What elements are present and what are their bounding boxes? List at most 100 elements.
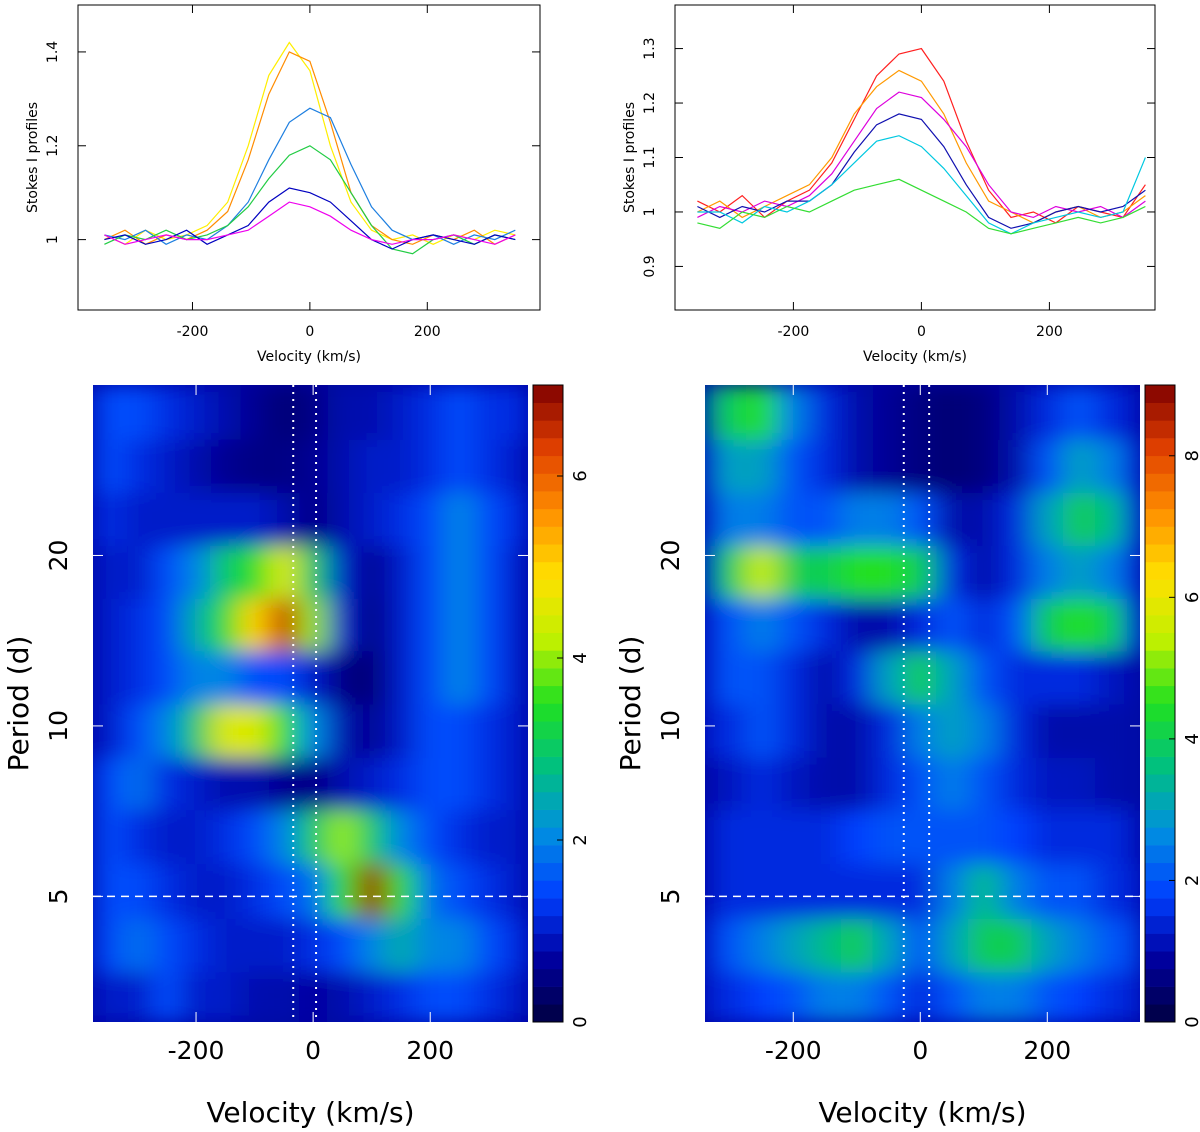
heatmap-cell bbox=[210, 863, 241, 919]
colorbar-step bbox=[533, 933, 563, 952]
heatmap-cell bbox=[239, 757, 270, 811]
heatmap-cell bbox=[298, 863, 329, 919]
colorbar-step bbox=[533, 968, 563, 987]
y-tick-label: 10 bbox=[44, 710, 73, 742]
colorbar-step bbox=[533, 703, 563, 722]
colorbar-step bbox=[533, 685, 563, 704]
colorbar-step bbox=[533, 632, 563, 651]
colorbar-step bbox=[533, 473, 563, 492]
colorbar-step bbox=[1145, 933, 1175, 952]
heatmap-cell bbox=[713, 757, 747, 811]
heatmap-cell bbox=[1063, 439, 1096, 493]
heatmap-cell bbox=[357, 439, 387, 493]
heatmap-cell bbox=[444, 918, 475, 973]
heatmap-cell bbox=[444, 863, 475, 919]
colorbar-step bbox=[533, 491, 563, 510]
heatmap-cell bbox=[444, 650, 475, 705]
heatmap-cell bbox=[1031, 863, 1064, 919]
heatmap-cell bbox=[122, 385, 153, 440]
heatmap-cell bbox=[872, 598, 905, 652]
heatmap-cell bbox=[298, 703, 329, 758]
heatmap-cell bbox=[999, 439, 1032, 493]
x-tick-label: 200 bbox=[406, 1036, 454, 1065]
colorbar-step bbox=[533, 650, 563, 669]
profile-line bbox=[697, 113, 1146, 229]
heatmap-cell bbox=[93, 385, 124, 440]
heatmap-cell bbox=[152, 650, 182, 705]
heatmap-cell bbox=[705, 863, 715, 919]
heatmap-cell bbox=[357, 971, 387, 1022]
heatmap-cell bbox=[474, 971, 504, 1022]
heatmap-cell bbox=[503, 492, 528, 546]
heatmap-cell bbox=[1126, 971, 1140, 1022]
heatmap-cell bbox=[809, 809, 842, 865]
heatmap-cell bbox=[210, 385, 241, 440]
colorbar-step bbox=[1145, 420, 1175, 439]
colorbar-step bbox=[533, 791, 563, 810]
heatmap-cell bbox=[1063, 863, 1096, 919]
heatmap-cell bbox=[872, 971, 905, 1022]
heatmap-cell bbox=[840, 918, 874, 973]
heatmap-cell bbox=[269, 598, 299, 652]
heatmap-cell bbox=[327, 863, 358, 919]
heatmap-cell bbox=[1094, 598, 1128, 652]
y-tick-label: 5 bbox=[656, 888, 685, 904]
heatmap-cell bbox=[474, 492, 504, 546]
colorbar-step bbox=[1145, 774, 1175, 793]
heatmap-cell bbox=[936, 598, 969, 652]
heatmap-cell bbox=[713, 971, 747, 1022]
heatmap-cell bbox=[777, 439, 810, 493]
heatmap-cell bbox=[713, 439, 747, 493]
heatmap-cell bbox=[386, 492, 417, 546]
heatmap-cell bbox=[840, 439, 874, 493]
heatmap-cell bbox=[777, 703, 810, 758]
profile-line bbox=[104, 187, 516, 250]
colorbar-step bbox=[1145, 791, 1175, 810]
y-axis-label: Stokes I profiles bbox=[622, 102, 638, 213]
heatmap-cell bbox=[386, 439, 417, 493]
heatmap-cell bbox=[999, 918, 1032, 973]
heatmap-cell bbox=[152, 545, 182, 599]
heatmap-cell bbox=[936, 545, 969, 599]
heatmap-cell bbox=[269, 863, 299, 919]
heatmap-cell bbox=[1063, 492, 1096, 546]
heatmap-cell bbox=[152, 863, 182, 919]
heatmap-cell bbox=[713, 492, 747, 546]
heatmap-cell bbox=[1063, 650, 1096, 705]
heatmap-cell bbox=[386, 545, 417, 599]
heatmap-cell bbox=[967, 598, 1001, 652]
heatmap-cell bbox=[840, 492, 874, 546]
heatmap-cell bbox=[840, 650, 874, 705]
heatmap-cell bbox=[269, 703, 299, 758]
heatmap-cell bbox=[415, 918, 446, 973]
heatmap-cell bbox=[269, 385, 299, 440]
heatmap-cell bbox=[269, 809, 299, 865]
y-tick-label: 1 bbox=[642, 208, 658, 217]
heatmap-cell bbox=[745, 863, 778, 919]
heatmap-cell bbox=[298, 598, 329, 652]
heatmap-cell bbox=[936, 863, 969, 919]
heatmap-cell bbox=[269, 439, 299, 493]
heatmap-cell bbox=[936, 971, 969, 1022]
heatmap-cell bbox=[713, 863, 747, 919]
heatmap-cell bbox=[999, 650, 1032, 705]
heatmap-cell bbox=[1094, 439, 1128, 493]
colorbar-tick-label: 0 bbox=[570, 1016, 591, 1027]
colorbar-step bbox=[533, 668, 563, 687]
heatmap-cell bbox=[503, 439, 528, 493]
heatmap-cell bbox=[872, 545, 905, 599]
heatmap-cell bbox=[809, 971, 842, 1022]
heatmap-cell bbox=[210, 439, 241, 493]
profile-line bbox=[697, 47, 1146, 224]
plot-area bbox=[104, 41, 516, 255]
heatmap-cell bbox=[904, 809, 937, 865]
heatmap-cell bbox=[1094, 863, 1128, 919]
heatmap-cell bbox=[327, 703, 358, 758]
heatmap-cell bbox=[152, 757, 182, 811]
heatmap-cell bbox=[357, 650, 387, 705]
heatmap-cell bbox=[239, 598, 270, 652]
heatmap-cell bbox=[181, 650, 212, 705]
heatmap-cell bbox=[705, 650, 715, 705]
heatmap-cell bbox=[840, 809, 874, 865]
profile-line bbox=[697, 91, 1146, 219]
